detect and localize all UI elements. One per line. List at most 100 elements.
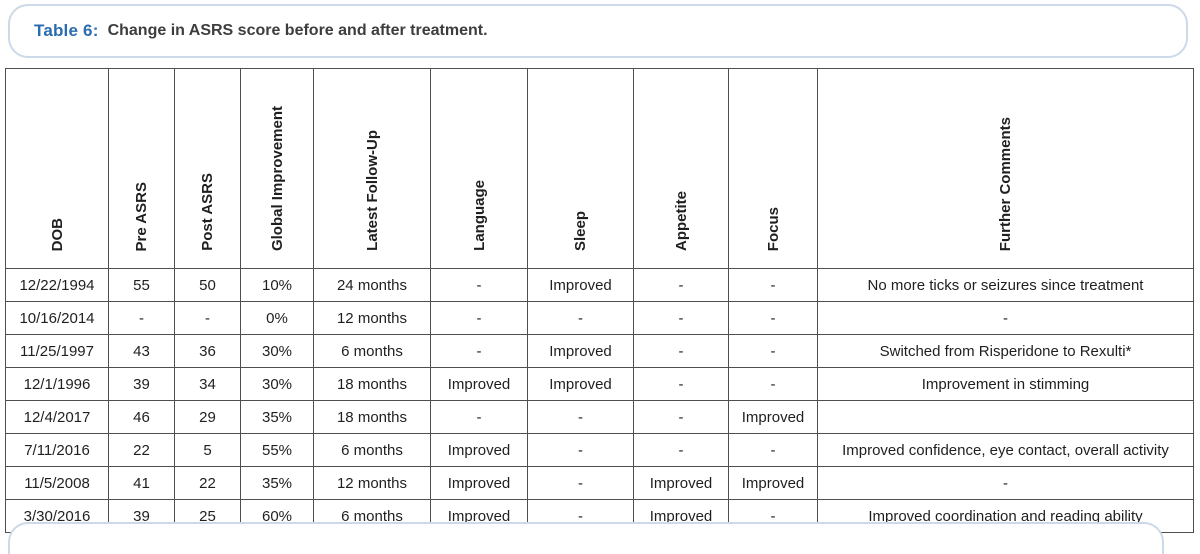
cell-dob: 12/22/1994	[5, 268, 109, 302]
table-caption-text: Change in ASRS score before and after tr…	[107, 22, 488, 39]
cell-dob: 11/25/1997	[5, 334, 109, 368]
cell-latest-follow-up: 6 months	[313, 433, 431, 467]
column-header-post-asrs: Post ASRS	[174, 68, 241, 269]
cell-further-comments: No more ticks or seizures since treatmen…	[817, 268, 1194, 302]
column-header-latest-follow-up: Latest Follow-Up	[313, 68, 431, 269]
cell-latest-follow-up: 24 months	[313, 268, 431, 302]
cell-appetite: -	[633, 367, 729, 401]
table-row: 10/16/2014 - - 0% 12 months - - - - -	[5, 301, 1194, 335]
cell-sleep: Improved	[527, 334, 634, 368]
cell-further-comments: Switched from Risperidone to Rexulti*	[817, 334, 1194, 368]
cell-language: -	[430, 268, 528, 302]
cell-appetite: -	[633, 268, 729, 302]
cell-dob: 11/5/2008	[5, 466, 109, 500]
asrs-results-table: DOB Pre ASRS Post ASRS Global Improvemen…	[5, 68, 1194, 533]
cell-appetite: -	[633, 301, 729, 335]
cell-language: -	[430, 301, 528, 335]
cell-focus: -	[728, 301, 818, 335]
cell-language: Improved	[430, 433, 528, 467]
cell-pre-asrs: -	[108, 301, 175, 335]
cell-latest-follow-up: 12 months	[313, 301, 431, 335]
cell-pre-asrs: 43	[108, 334, 175, 368]
cell-global-improvement: 35%	[240, 466, 314, 500]
table-row: 7/11/2016 22 5 55% 6 months Improved - -…	[5, 433, 1194, 467]
cell-appetite: -	[633, 334, 729, 368]
column-header-dob: DOB	[5, 68, 109, 269]
cell-post-asrs: -	[174, 301, 241, 335]
column-header-further-comments-label: Further Comments	[997, 116, 1014, 251]
cell-dob: 10/16/2014	[5, 301, 109, 335]
cell-appetite: -	[633, 433, 729, 467]
cell-language: Improved	[430, 466, 528, 500]
cell-post-asrs: 36	[174, 334, 241, 368]
cell-appetite: Improved	[633, 466, 729, 500]
cell-further-comments	[817, 400, 1194, 434]
table-caption-label: Table 6:	[34, 21, 99, 40]
table-caption-box: Table 6: Change in ASRS score before and…	[8, 4, 1188, 58]
cell-pre-asrs: 39	[108, 367, 175, 401]
cell-sleep: -	[527, 400, 634, 434]
cell-further-comments: Improvement in stimming	[817, 367, 1194, 401]
column-header-further-comments: Further Comments	[817, 68, 1194, 269]
column-header-language-label: Language	[470, 180, 488, 251]
column-header-appetite: Appetite	[633, 68, 729, 269]
cell-post-asrs: 34	[174, 367, 241, 401]
table-row: 12/1/1996 39 34 30% 18 months Improved I…	[5, 367, 1194, 401]
cell-pre-asrs: 55	[108, 268, 175, 302]
cell-sleep: -	[527, 433, 634, 467]
cell-post-asrs: 50	[174, 268, 241, 302]
cell-latest-follow-up: 18 months	[313, 367, 431, 401]
column-header-pre-asrs: Pre ASRS	[108, 68, 175, 269]
cell-sleep: Improved	[527, 367, 634, 401]
column-header-global-improvement: Global Improvement	[240, 68, 314, 269]
column-header-post-asrs-label: Post ASRS	[199, 173, 216, 251]
cell-global-improvement: 30%	[240, 367, 314, 401]
cell-further-comments: -	[817, 466, 1194, 500]
column-header-pre-asrs-label: Pre ASRS	[133, 181, 150, 251]
cell-latest-follow-up: 6 months	[313, 334, 431, 368]
cell-dob: 7/11/2016	[5, 433, 109, 467]
cell-appetite: -	[633, 400, 729, 434]
column-header-appetite-label: Appetite	[672, 191, 690, 251]
cell-focus: Improved	[728, 466, 818, 500]
column-header-focus: Focus	[728, 68, 818, 269]
cell-dob: 12/4/2017	[5, 400, 109, 434]
cell-focus: -	[728, 268, 818, 302]
cell-global-improvement: 0%	[240, 301, 314, 335]
cell-focus: Improved	[728, 400, 818, 434]
cell-focus: -	[728, 367, 818, 401]
cell-sleep: Improved	[527, 268, 634, 302]
table-row: 11/5/2008 41 22 35% 12 months Improved -…	[5, 466, 1194, 500]
cell-pre-asrs: 46	[108, 400, 175, 434]
cell-post-asrs: 5	[174, 433, 241, 467]
cell-latest-follow-up: 12 months	[313, 466, 431, 500]
cell-language: -	[430, 334, 528, 368]
cell-sleep: -	[527, 301, 634, 335]
column-header-focus-label: Focus	[764, 206, 782, 251]
cell-global-improvement: 55%	[240, 433, 314, 467]
cell-pre-asrs: 41	[108, 466, 175, 500]
column-header-latest-follow-up-label: Latest Follow-Up	[363, 130, 381, 251]
cell-global-improvement: 10%	[240, 268, 314, 302]
column-header-dob-label: DOB	[48, 217, 66, 251]
cell-focus: -	[728, 433, 818, 467]
cell-focus: -	[728, 334, 818, 368]
column-header-language: Language	[430, 68, 528, 269]
cell-further-comments: Improved confidence, eye contact, overal…	[817, 433, 1194, 467]
cell-pre-asrs: 22	[108, 433, 175, 467]
table-row: 12/22/1994 55 50 10% 24 months - Improve…	[5, 268, 1194, 302]
cell-language: -	[430, 400, 528, 434]
cell-language: Improved	[430, 367, 528, 401]
table-header-row: DOB Pre ASRS Post ASRS Global Improvemen…	[5, 68, 1194, 269]
cell-dob: 12/1/1996	[5, 367, 109, 401]
cell-global-improvement: 30%	[240, 334, 314, 368]
table-row: 12/4/2017 46 29 35% 18 months - - - Impr…	[5, 400, 1194, 434]
cell-sleep: -	[527, 466, 634, 500]
cell-global-improvement: 35%	[240, 400, 314, 434]
cell-further-comments: -	[817, 301, 1194, 335]
column-header-sleep: Sleep	[527, 68, 634, 269]
cell-post-asrs: 29	[174, 400, 241, 434]
cell-latest-follow-up: 18 months	[313, 400, 431, 434]
cell-post-asrs: 22	[174, 466, 241, 500]
column-header-sleep-label: Sleep	[572, 210, 589, 251]
